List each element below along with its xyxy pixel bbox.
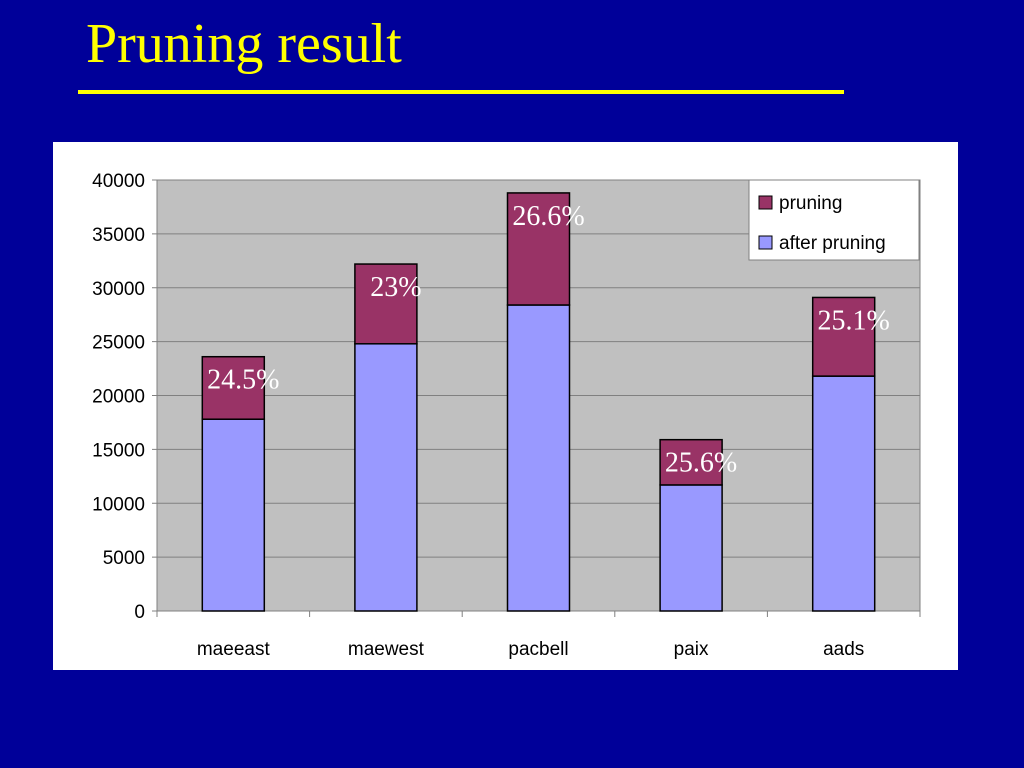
bar-percent-label: 25.6% <box>665 448 737 479</box>
bar-percent-label: 23% <box>370 272 421 303</box>
y-tick-label: 25000 <box>92 333 145 354</box>
bar-pruning <box>201 355 266 420</box>
y-tick-label: 35000 <box>92 225 145 246</box>
legend-swatch <box>758 195 773 210</box>
page-title: Pruning result <box>86 13 402 75</box>
y-tick-label: 20000 <box>92 387 145 408</box>
y-tick-label: 30000 <box>92 279 145 300</box>
legend-box <box>748 179 920 261</box>
legend-label: after pruning <box>779 233 886 254</box>
bar-percent-label: 26.6% <box>512 201 584 232</box>
bar-after-pruning <box>659 484 723 612</box>
y-tick-label: 40000 <box>92 171 145 192</box>
bar-pruning <box>659 438 723 486</box>
x-tick-label: paix <box>674 639 709 660</box>
bar-pruning <box>506 192 571 306</box>
bar-pruning <box>811 296 876 377</box>
legend-label: pruning <box>779 193 842 214</box>
y-tick-label: 10000 <box>92 494 145 515</box>
bar-after-pruning <box>506 304 571 612</box>
legend-swatch <box>758 235 773 250</box>
bar-after-pruning <box>811 375 876 612</box>
stacked-bar-chart: 0 5000 10000 15000 20000 25000 30000 35000 40000… <box>92 171 921 660</box>
bar-after-pruning <box>201 418 266 612</box>
y-tick-label: 15000 <box>92 440 145 461</box>
title-underline <box>78 90 844 94</box>
bar-percent-label: 24.5% <box>207 365 279 396</box>
bar-after-pruning <box>354 343 418 612</box>
bar-pruning <box>354 263 418 345</box>
y-tick-label: 5000 <box>103 548 145 569</box>
x-tick-label: maeeast <box>197 639 271 660</box>
chart-area: 0 5000 10000 15000 20000 25000 30000 35000 40000… <box>53 142 958 670</box>
x-tick-label: maewest <box>348 639 425 660</box>
bar-percent-label: 25.1% <box>818 305 890 336</box>
x-tick-label: aads <box>823 639 864 660</box>
y-tick-label: 0 <box>134 602 145 623</box>
x-tick-label: pacbell <box>508 639 568 660</box>
